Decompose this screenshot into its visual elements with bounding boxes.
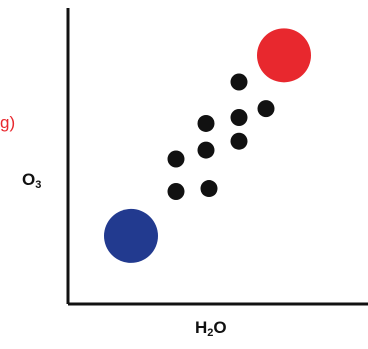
data-point-3 [167, 150, 185, 168]
data-point-2 [200, 180, 218, 198]
data-point-7 [230, 109, 248, 127]
data-point-1 [167, 183, 185, 201]
data-point-9 [230, 73, 248, 91]
axes [66, 8, 368, 306]
data-marks [104, 28, 311, 263]
data-point-8 [257, 100, 275, 118]
data-point-4 [197, 141, 215, 159]
y-axis-label: O3 [22, 170, 42, 191]
highlight-point-1 [104, 208, 158, 263]
x-axis-label: H2O [195, 318, 227, 339]
highlight-point-2 [257, 28, 311, 83]
data-point-6 [197, 114, 215, 132]
cut-off-series-label: g) [0, 113, 16, 132]
data-point-5 [230, 132, 248, 150]
